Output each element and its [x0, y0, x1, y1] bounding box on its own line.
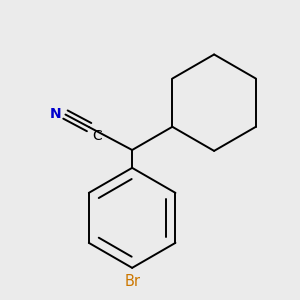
Text: N: N: [50, 107, 61, 121]
Text: C: C: [93, 129, 102, 143]
Text: Br: Br: [124, 274, 140, 289]
